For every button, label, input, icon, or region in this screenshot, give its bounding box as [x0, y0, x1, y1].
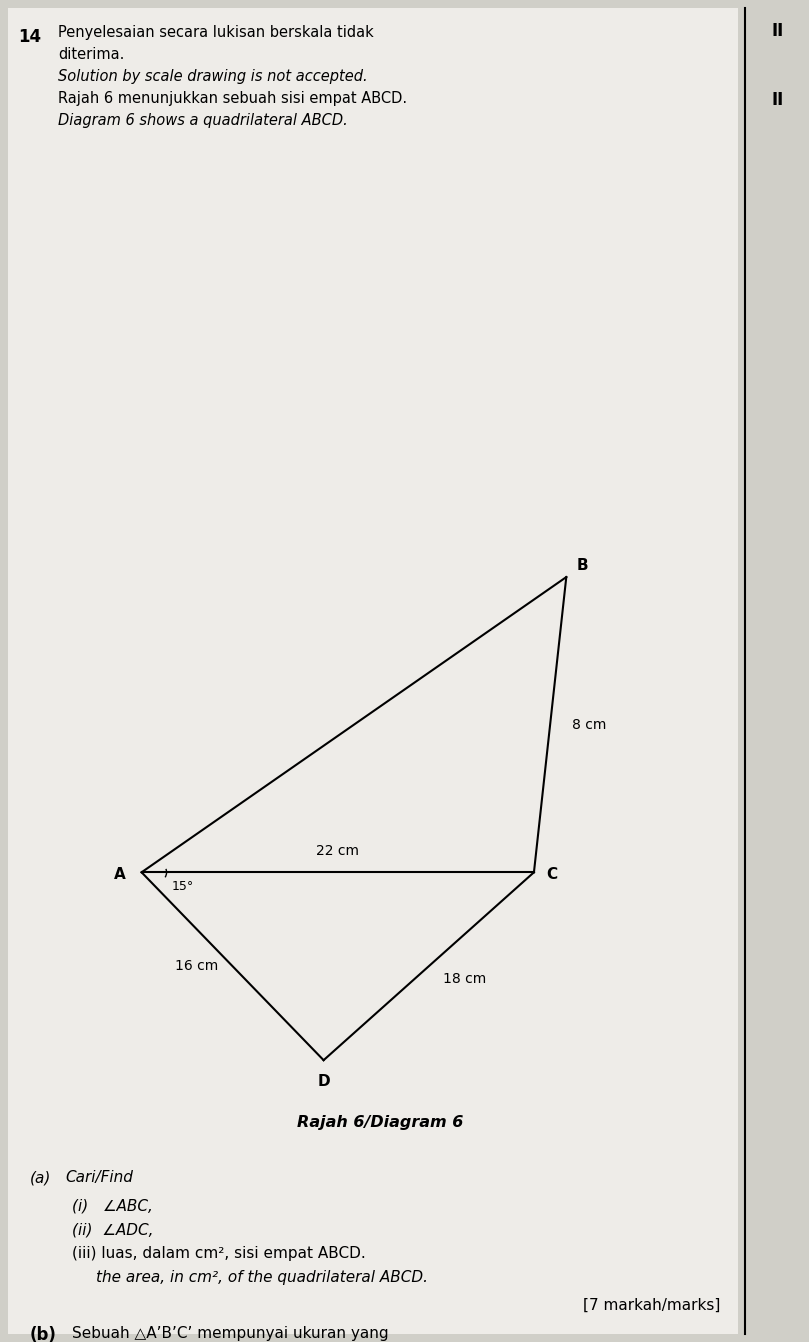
- Text: [7 markah/marks]: [7 markah/marks]: [582, 1298, 720, 1314]
- Text: (a): (a): [30, 1170, 52, 1185]
- Text: 22 cm: 22 cm: [316, 844, 359, 859]
- Text: B: B: [576, 558, 588, 573]
- Text: 8 cm: 8 cm: [572, 718, 607, 731]
- Text: (ii)  ∠ADC,: (ii) ∠ADC,: [72, 1223, 154, 1237]
- Text: C: C: [546, 867, 557, 882]
- Text: Cari/Find: Cari/Find: [65, 1170, 133, 1185]
- Text: (i)   ∠ABC,: (i) ∠ABC,: [72, 1198, 153, 1213]
- Text: 18 cm: 18 cm: [443, 972, 486, 986]
- Text: (iii) luas, dalam cm², sisi empat ABCD.: (iii) luas, dalam cm², sisi empat ABCD.: [72, 1247, 366, 1261]
- Text: D: D: [317, 1074, 330, 1090]
- Text: 15°: 15°: [172, 880, 194, 894]
- Text: 14: 14: [18, 28, 41, 46]
- Text: the area, in cm², of the quadrilateral ABCD.: the area, in cm², of the quadrilateral A…: [96, 1270, 428, 1286]
- Text: II: II: [772, 21, 784, 40]
- Text: A: A: [114, 867, 125, 882]
- Text: Penyelesaian secara lukisan berskala tidak: Penyelesaian secara lukisan berskala tid…: [58, 25, 374, 40]
- Text: 16 cm: 16 cm: [176, 960, 218, 973]
- Text: Diagram 6 shows a quadrilateral ABCD.: Diagram 6 shows a quadrilateral ABCD.: [58, 113, 348, 127]
- Text: Rajah 6/Diagram 6: Rajah 6/Diagram 6: [297, 1115, 464, 1130]
- Text: II: II: [772, 91, 784, 109]
- Text: Rajah 6 menunjukkan sebuah sisi empat ABCD.: Rajah 6 menunjukkan sebuah sisi empat AB…: [58, 91, 407, 106]
- Text: (b): (b): [30, 1326, 57, 1342]
- Text: Solution by scale drawing is not accepted.: Solution by scale drawing is not accepte…: [58, 68, 367, 85]
- Text: Sebuah △A’B’C’ mempunyai ukuran yang: Sebuah △A’B’C’ mempunyai ukuran yang: [72, 1326, 388, 1341]
- Text: diterima.: diterima.: [58, 47, 125, 62]
